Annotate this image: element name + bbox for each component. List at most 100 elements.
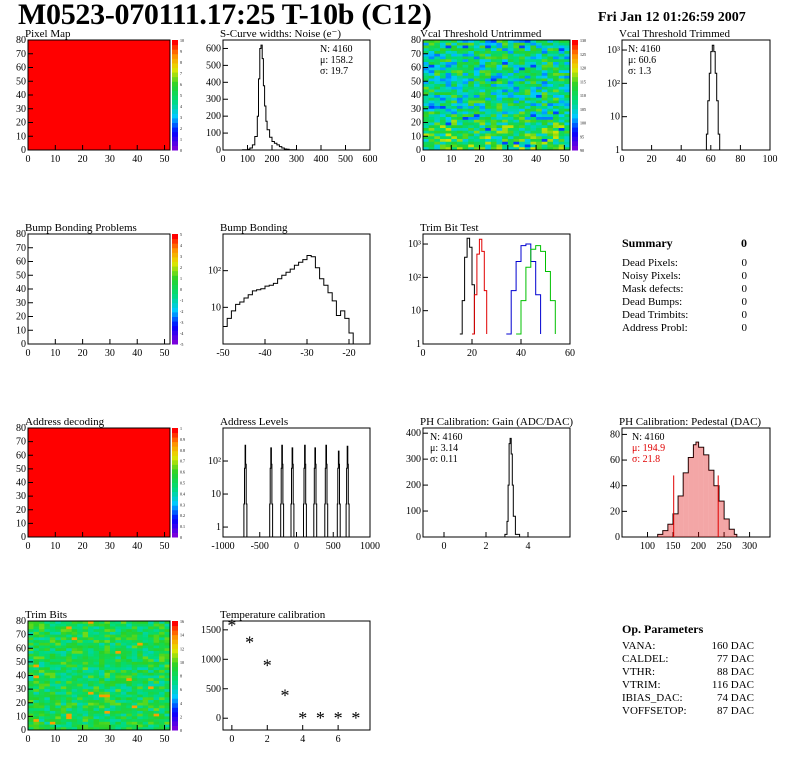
chart-trim-bits-cell: [159, 621, 165, 625]
chart-vcal-untrimmed-cell: [485, 119, 492, 123]
chart-trim-bits-cell: [99, 691, 105, 695]
chart-trim-bits-ytick-label: 60: [16, 643, 26, 654]
chart-trim-bits-cell: [33, 634, 40, 638]
chart-vcal-untrimmed-cell: [519, 141, 526, 145]
chart-vcal-untrimmed-cell: [451, 147, 458, 151]
chart-trim-bits-ytick-label: 70: [16, 630, 26, 641]
chart-ph-pedestal-ytick-label: 80: [610, 429, 620, 440]
chart-vcal-untrimmed-cell: [462, 45, 469, 49]
chart-trim-bits-cell: [137, 678, 144, 682]
chart-vcal-trimmed-series: [704, 44, 721, 151]
chart-vcal-untrimmed-cell: [468, 106, 475, 110]
chart-vcal-untrimmed-cell: [485, 141, 492, 145]
chart-vcal-untrimmed-cell: [530, 122, 537, 126]
chart-bump-problems-colorbar-label: 1: [180, 276, 182, 281]
chart-vcal-untrimmed-cell: [423, 106, 430, 110]
chart-pixel-map-xtick-label: 0: [26, 154, 31, 165]
chart-trim-bits-cell: [88, 716, 94, 720]
chart-vcal-untrimmed-cell: [558, 42, 565, 46]
chart-vcal-untrimmed-cell: [428, 75, 435, 79]
chart-trim-bits-colorbar-label: 4: [180, 701, 182, 706]
chart-vcal-untrimmed-cell: [564, 53, 571, 57]
chart-vcal-untrimmed-cell: [479, 62, 486, 66]
chart-vcal-untrimmed-cell: [553, 144, 560, 148]
chart-trim-bits-cell: [60, 710, 67, 715]
chart-vcal-untrimmed-cell: [428, 100, 435, 104]
chart-trim-bits-cell: [131, 626, 138, 630]
chart-trim-bits-cell: [49, 675, 56, 679]
chart-trim-bits-cell: [38, 702, 45, 706]
chart-vcal-untrimmed-cell: [490, 56, 497, 60]
page-date: Fri Jan 12 01:26:59 2007: [598, 10, 746, 25]
chart-trim-bits-cell: [82, 724, 89, 728]
chart-vcal-untrimmed-cell: [473, 51, 480, 55]
chart-trim-bits-cell: [77, 724, 84, 728]
chart-address-decoding-colorbar-swatch: [172, 432, 178, 438]
chart-trim-bits-cell: [55, 667, 62, 671]
chart-trim-bits-cell: [120, 664, 127, 668]
chart-trim-bits-cell: [77, 727, 84, 731]
chart-vcal-untrimmed-cell: [490, 100, 497, 104]
chart-vcal-untrimmed-cell: [519, 139, 526, 143]
chart-address-levels-xtick-label: 1000: [360, 541, 380, 552]
chart-ph-pedestal-fill-bar: [693, 444, 696, 537]
chart-trim-bits-cell: [131, 653, 138, 657]
chart-vcal-untrimmed-cell: [462, 136, 469, 140]
chart-trim-bits-cell: [159, 631, 165, 636]
op-param-label: VANA:: [622, 640, 656, 652]
op-param-row: IBIAS_DAC: 74 DAC: [622, 692, 754, 705]
chart-trim-bits-cell: [88, 719, 94, 723]
chart-vcal-untrimmed-cell: [445, 78, 452, 82]
chart-vcal-untrimmed-cell: [541, 84, 548, 88]
chart-trim-bits-cell: [142, 623, 149, 627]
chart-trim-bits-cell: [60, 637, 67, 641]
chart-vcal-untrimmed-cell: [519, 144, 526, 148]
chart-trim-bits-cell: [115, 680, 122, 685]
chart-trim-bits-cell: [159, 656, 165, 660]
chart-trim-bits-cell: [77, 713, 84, 717]
chart-vcal-untrimmed-cell: [423, 130, 430, 134]
chart-trim-bits-cell: [115, 645, 122, 649]
chart-vcal-untrimmed-cell: [564, 89, 571, 93]
chart-trim-bits-cell: [120, 670, 127, 674]
chart-vcal-untrimmed-cell: [445, 81, 452, 85]
chart-trim-bits-cell: [142, 719, 149, 723]
chart-vcal-untrimmed-cell: [541, 45, 548, 49]
summary-panel: Summary 0 Dead Pixels: 0 Noisy Pixels: 0 Mas…: [622, 236, 747, 335]
chart-vcal-untrimmed-cell: [502, 45, 509, 49]
chart-trim-bits-cell: [109, 637, 116, 641]
chart-vcal-untrimmed-cell: [502, 70, 509, 74]
chart-trim-bits-colorbar-swatch: [172, 639, 178, 645]
chart-vcal-untrimmed-cell: [456, 86, 463, 90]
chart-vcal-untrimmed-cell: [524, 144, 531, 148]
chart-vcal-untrimmed-cell: [513, 136, 520, 140]
chart-trim-bits-cell: [164, 661, 171, 665]
summary-row: Address Probl: 0: [622, 322, 747, 335]
chart-bump-problems-colorbar-swatch: [172, 325, 178, 331]
chart-vcal-untrimmed-cell: [445, 128, 452, 132]
chart-vcal-untrimmed-cell: [541, 70, 548, 74]
chart-vcal-untrimmed-cell: [490, 130, 497, 134]
chart-vcal-untrimmed-cell: [513, 119, 520, 123]
chart-temperature-point: *: [298, 708, 307, 728]
chart-temperature-point: *: [227, 615, 236, 635]
chart-trim-bits-cell: [104, 686, 111, 690]
chart-vcal-untrimmed-cell: [473, 48, 480, 52]
chart-trim-bits-cell: [148, 678, 155, 682]
chart-vcal-untrimmed-cell: [428, 62, 435, 66]
chart-trim-bits-cell: [60, 727, 67, 731]
chart-vcal-untrimmed-cell: [490, 45, 497, 49]
chart-trim-bits-cell: [28, 678, 34, 682]
chart-vcal-untrimmed-cell: [519, 106, 526, 110]
chart-trim-bits-cell: [137, 629, 144, 633]
chart-pixel-map-colorbar-swatch: [172, 95, 178, 101]
chart-trim-bits-cell: [66, 702, 73, 706]
chart-vcal-untrimmed-cell: [547, 59, 554, 63]
chart-vcal-untrimmed-cell: [564, 147, 571, 151]
chart-trim-bits-cell: [38, 659, 45, 663]
chart-vcal-untrimmed-colorbar-swatch: [572, 113, 578, 119]
chart-vcal-untrimmed-cell: [473, 75, 480, 79]
chart-trim-bits-cell: [60, 640, 67, 644]
chart-trim-bits-cell: [88, 659, 94, 663]
chart-vcal-untrimmed-cell: [439, 86, 447, 90]
